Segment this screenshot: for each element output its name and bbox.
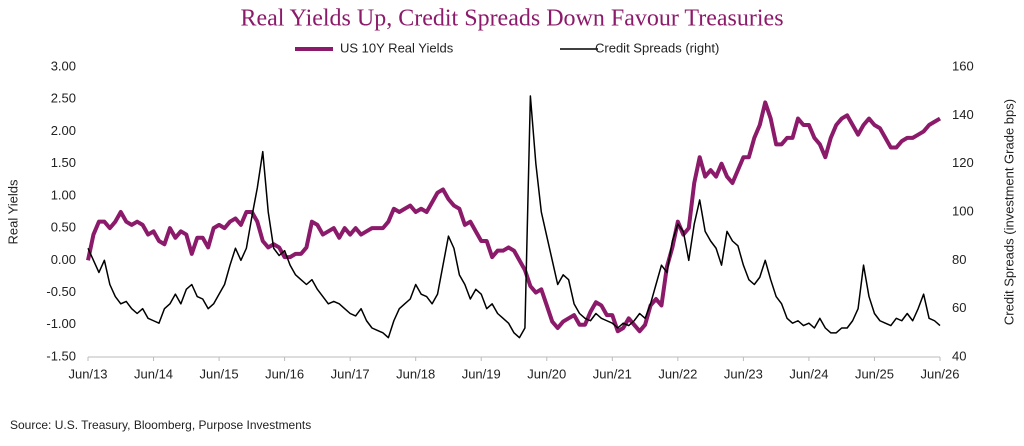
y2-tick-label: 160 [952,58,974,73]
x-tick-label: Jun/19 [462,366,501,381]
y-tick-label: 0.50 [51,220,76,235]
y-tick-label: 0.00 [51,252,76,267]
series-line [87,95,941,339]
x-tick-label: Jun/14 [134,366,173,381]
y-tick-label: -1.00 [46,316,76,331]
y-tick-label: 3.00 [51,58,76,73]
x-tick-label: Jun/13 [68,366,107,381]
x-tick-label: Jun/25 [855,366,894,381]
y2-tick-label: 60 [952,300,966,315]
y2-axis-title: Credit Spreads (investment Grade bps) [1001,99,1016,325]
source-note: Source: U.S. Treasury, Bloomberg, Purpos… [10,418,311,432]
x-tick-label: Jun/23 [724,366,763,381]
y2-tick-label: 80 [952,252,966,267]
x-tick-label: Jun/17 [331,366,370,381]
y2-tick-label: 140 [952,107,974,122]
y-tick-label: -0.50 [46,284,76,299]
legend-label: Credit Spreads (right) [595,40,719,55]
series-line [86,100,942,334]
x-tick-label: Jun/15 [200,366,239,381]
x-tick-label: Jun/22 [658,366,697,381]
y-tick-label: 1.50 [51,155,76,170]
y-tick-label: 2.00 [51,123,76,138]
y2-tick-label: 120 [952,155,974,170]
chart-title: Real Yields Up, Credit Spreads Down Favo… [240,6,783,32]
x-tick-label: Jun/24 [789,366,828,381]
x-tick-label: Jun/20 [527,366,566,381]
y2-tick-label: 40 [952,348,966,363]
y-tick-label: 1.00 [51,187,76,202]
legend-label: US 10Y Real Yields [340,40,454,55]
x-tick-label: Jun/16 [265,366,304,381]
y2-tick-label: 100 [952,203,974,218]
y-tick-label: -1.50 [46,348,76,363]
y-tick-label: 2.50 [51,91,76,106]
x-tick-label: Jun/21 [593,366,632,381]
y-axis-title: Real Yields [5,179,20,245]
x-tick-label: Jun/18 [396,366,435,381]
x-tick-label: Jun/26 [920,366,959,381]
